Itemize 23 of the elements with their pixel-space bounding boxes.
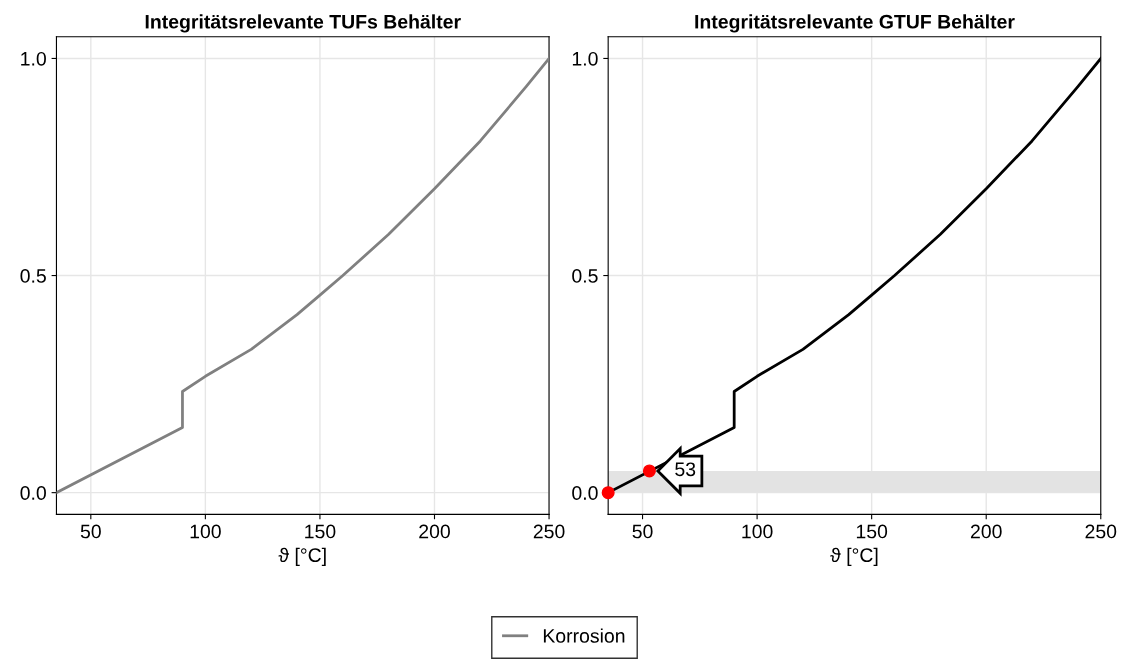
line-series (56, 57, 550, 495)
y-tick-label: 0.5 (572, 269, 598, 283)
y-tick-label: 0.5 (20, 269, 46, 283)
x-tick-label: 150 (856, 524, 888, 539)
annotation: 53 (675, 462, 696, 477)
x-tick-label: 250 (1085, 524, 1117, 539)
x-tick-label: 100 (742, 524, 773, 539)
x-tick-label: 50 (632, 524, 653, 539)
legend-label: Korrosion (543, 628, 625, 643)
y-tick-label: 1.0 (21, 51, 46, 66)
x-tick-label: 100 (190, 524, 221, 539)
x-tick-label: 150 (305, 524, 336, 539)
y-tick-label: 1.0 (572, 51, 598, 66)
chart-title: Integritätsrelevante GTUF Behälter (695, 14, 1015, 33)
x-axis-title: ϑ [°C] (830, 547, 878, 566)
x-tick-label: 200 (970, 524, 1002, 539)
x-axis-title: ϑ [°C] (278, 547, 326, 566)
x-tick-label: 200 (419, 524, 450, 539)
y-tick-label: 0.0 (572, 486, 598, 500)
x-tick-label: 50 (80, 524, 101, 539)
chart-title: Integritätsrelevante TUFs Behälter (145, 14, 461, 33)
x-tick-label: 250 (533, 524, 565, 539)
y-tick-label: 0.0 (20, 486, 46, 500)
